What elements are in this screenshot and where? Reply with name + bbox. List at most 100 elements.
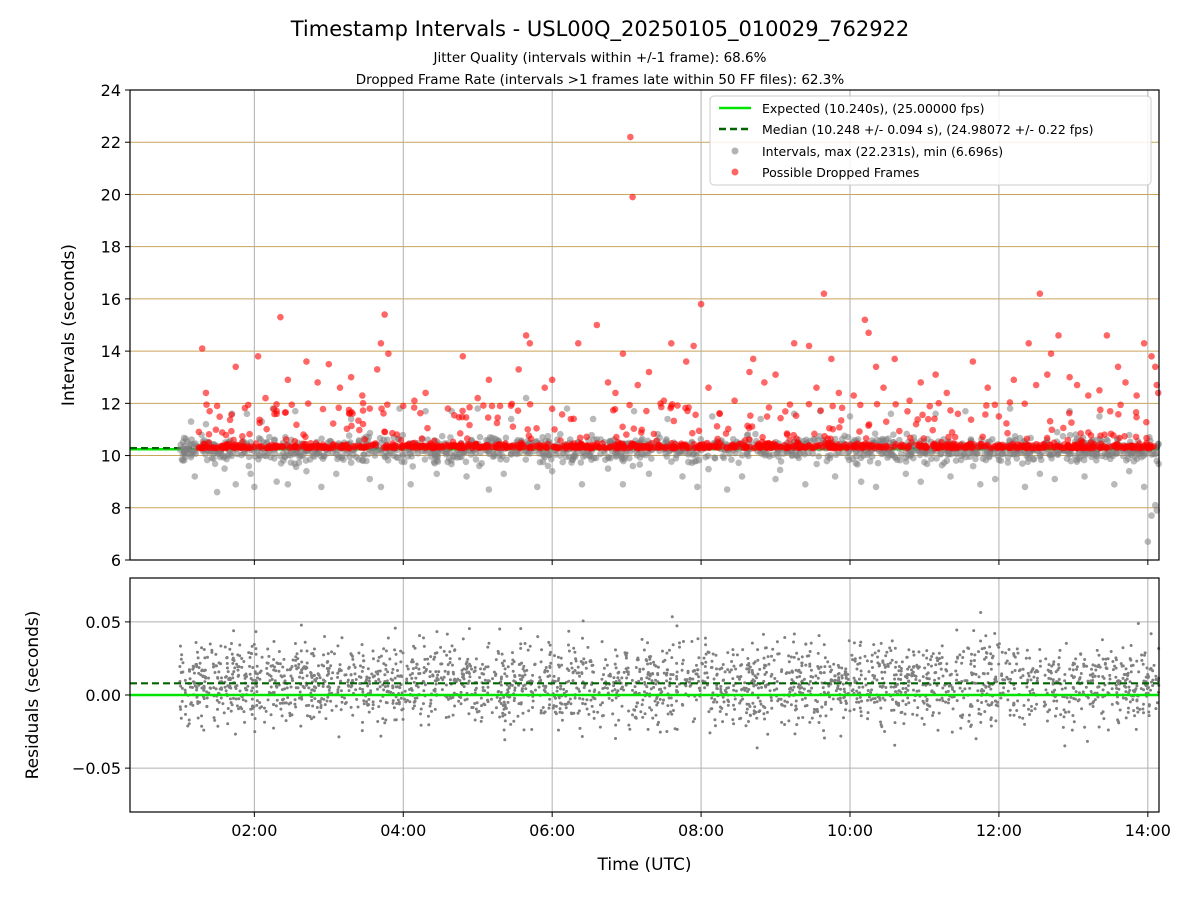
- interval-point: [321, 452, 328, 460]
- dropped-frame-point: [759, 433, 766, 441]
- residual-point: [863, 654, 867, 658]
- interval-point: [266, 433, 273, 441]
- dropped-frame-point: [880, 384, 887, 391]
- residual-point: [1147, 714, 1151, 718]
- residual-point: [413, 699, 417, 703]
- dropped-frame-point: [1032, 381, 1040, 389]
- dropped-frame-point: [373, 366, 381, 373]
- residual-point: [1106, 728, 1110, 732]
- residual-point: [1048, 708, 1052, 712]
- residual-point: [439, 662, 443, 666]
- residual-point: [278, 662, 282, 666]
- residual-point: [343, 696, 347, 700]
- residual-point: [732, 688, 736, 692]
- residual-point: [506, 688, 510, 692]
- residual-point: [467, 679, 471, 683]
- residual-point: [507, 711, 511, 715]
- residual-point: [568, 697, 572, 701]
- dropped-frame-point: [1132, 433, 1140, 441]
- residual-point: [394, 652, 398, 656]
- residual-point: [305, 674, 309, 678]
- residual-point: [473, 666, 477, 670]
- residual-point: [608, 674, 612, 678]
- residual-point: [1097, 663, 1101, 667]
- dropped-frame-point: [938, 438, 945, 446]
- residual-point: [937, 676, 941, 680]
- residual-point: [579, 659, 583, 663]
- dropped-frame-point: [672, 444, 680, 452]
- residual-point: [411, 706, 415, 710]
- residual-point: [541, 705, 545, 709]
- dropped-frame-point: [1085, 429, 1092, 436]
- residual-point: [580, 672, 584, 676]
- residual-point: [300, 671, 304, 675]
- dropped-frame-point: [1140, 339, 1148, 347]
- interval-point: [578, 480, 586, 488]
- interval-point: [1081, 473, 1088, 480]
- residual-point: [444, 715, 448, 719]
- residual-point: [977, 707, 981, 711]
- residual-point: [178, 665, 182, 669]
- residual-point: [386, 670, 390, 674]
- residual-point: [730, 660, 734, 664]
- residual-point: [812, 707, 816, 711]
- residual-point: [486, 700, 490, 704]
- residual-point: [939, 667, 943, 671]
- residual-point: [858, 695, 862, 699]
- residual-point: [512, 719, 516, 723]
- residual-point: [442, 675, 446, 679]
- residual-point: [788, 690, 792, 694]
- residual-point: [988, 645, 992, 649]
- residual-point: [598, 725, 602, 729]
- dropped-frame-point: [782, 408, 789, 415]
- residual-point: [433, 655, 437, 659]
- residual-point: [1049, 669, 1053, 673]
- residual-point: [1000, 672, 1004, 676]
- dropped-frame-point: [785, 444, 793, 451]
- dropped-frame-point: [1097, 406, 1104, 414]
- residual-point: [383, 721, 387, 725]
- residual-point: [356, 705, 360, 709]
- dropped-frame-point: [626, 444, 634, 451]
- residual-point: [217, 700, 221, 704]
- residual-point: [294, 686, 298, 690]
- residual-point: [973, 653, 977, 657]
- residual-point: [792, 685, 796, 689]
- residual-point: [601, 673, 605, 677]
- residual-point: [1149, 688, 1153, 692]
- residual-point: [543, 710, 547, 714]
- residual-point: [696, 637, 700, 641]
- residual-point: [405, 679, 409, 683]
- residual-point: [652, 663, 656, 667]
- residual-point: [547, 706, 551, 710]
- residual-point: [877, 696, 881, 700]
- residual-point: [1093, 664, 1097, 668]
- residual-point: [435, 630, 439, 634]
- residual-point: [319, 703, 323, 707]
- residual-point: [882, 663, 886, 667]
- interval-point: [664, 415, 671, 423]
- dropped-frame-point: [926, 402, 934, 410]
- dropped-frame-point: [948, 429, 956, 436]
- residual-point: [1070, 728, 1074, 732]
- residual-point: [226, 670, 230, 674]
- residual-point: [1055, 699, 1059, 703]
- residual-point: [322, 697, 326, 701]
- residual-point: [967, 719, 971, 723]
- residual-point: [400, 708, 404, 712]
- residual-point: [683, 678, 687, 682]
- residual-point: [959, 726, 963, 730]
- interval-point: [273, 478, 280, 485]
- dropped-frame-point: [558, 411, 566, 418]
- residual-point: [904, 686, 908, 690]
- residual-point: [654, 678, 658, 682]
- residual-point: [631, 688, 635, 692]
- dropped-frame-point: [522, 332, 530, 339]
- residual-point: [1042, 704, 1046, 708]
- residual-point: [409, 686, 413, 690]
- residual-point: [336, 671, 340, 675]
- interval-point: [243, 410, 251, 418]
- residual-point: [666, 668, 670, 672]
- interval-point: [841, 432, 848, 440]
- dropped-frame-point: [1101, 431, 1108, 439]
